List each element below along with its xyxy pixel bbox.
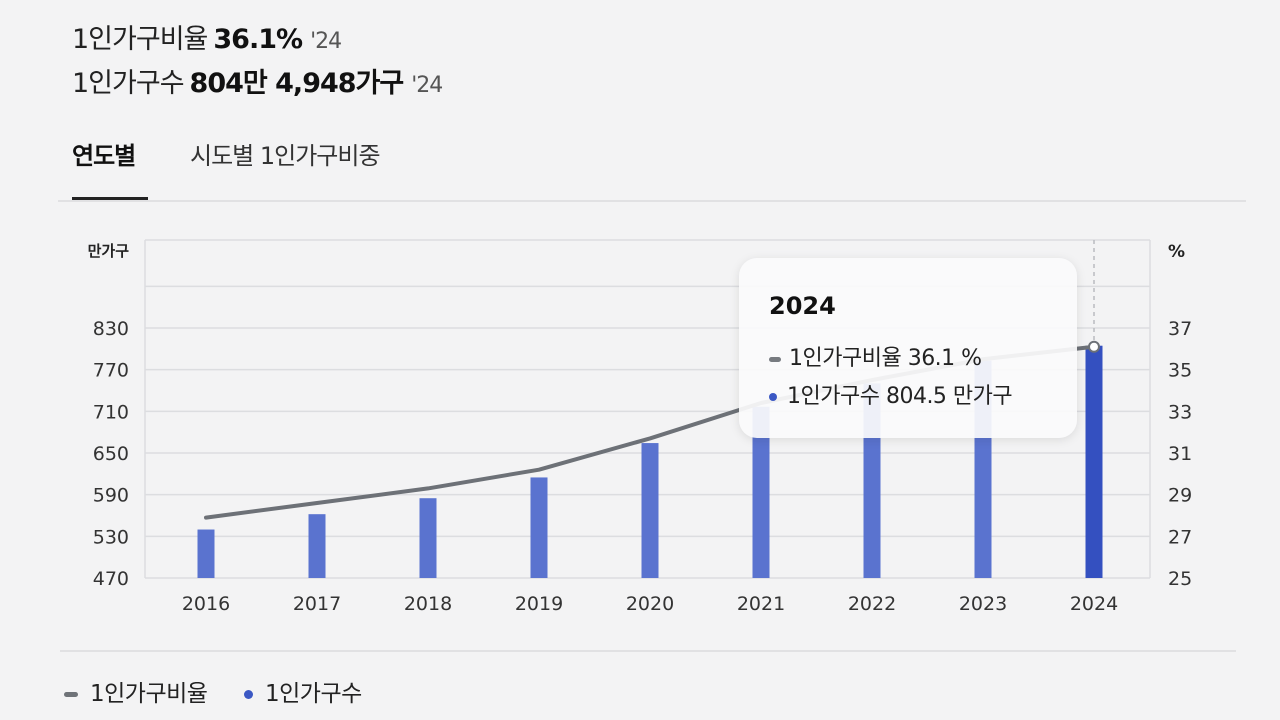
summary-stats: 1인가구비율 36.1% '24 1인가구수 804만 4,948가구 '24 xyxy=(72,18,443,106)
x-tick-label: 2016 xyxy=(182,593,230,615)
count-stat-label: 1인가구수 xyxy=(72,68,185,99)
tab-bar: 연도별 시도별 1인가구비중 xyxy=(58,132,1246,202)
y-left-tick-label: 830 xyxy=(93,318,129,340)
tooltip-ratio-row: 1인가구비율 36.1 % xyxy=(769,340,982,372)
y-left-tick-label: 710 xyxy=(93,401,129,423)
tab-by-region[interactable]: 시도별 1인가구비중 xyxy=(190,142,381,170)
bar-2016[interactable] xyxy=(197,529,215,578)
bar-2017[interactable] xyxy=(308,514,326,578)
legend-line-marker-icon xyxy=(64,692,78,697)
count-stat: 1인가구수 804만 4,948가구 '24 xyxy=(72,62,443,106)
y-right-tick-label: 25 xyxy=(1168,568,1192,590)
x-tick-label: 2017 xyxy=(293,593,341,615)
chart-tooltip: 2024 1인가구비율 36.1 % 1인가구수 804.5 만가구 xyxy=(739,258,1077,438)
y-right-tick-label: 31 xyxy=(1168,443,1192,465)
ratio-stat-label: 1인가구비율 xyxy=(72,24,208,55)
x-tick-label: 2019 xyxy=(515,593,563,615)
tooltip-count-row: 1인가구수 804.5 만가구 xyxy=(769,378,1013,410)
bar-2019[interactable] xyxy=(530,477,548,578)
ratio-stat-year: '24 xyxy=(310,29,342,54)
bar-2024[interactable] xyxy=(1085,345,1103,578)
tooltip-count-text: 1인가구수 804.5 만가구 xyxy=(787,384,1013,409)
count-stat-value: 804만 4,948가구 xyxy=(189,68,405,99)
tab-by-year[interactable]: 연도별 xyxy=(72,140,148,200)
count-stat-year: '24 xyxy=(411,73,443,98)
x-tick-label: 2022 xyxy=(848,593,896,615)
x-tick-label: 2024 xyxy=(1070,593,1118,615)
legend-count-label: 1인가구수 xyxy=(265,681,362,707)
tooltip-line-marker-icon xyxy=(769,356,781,362)
y-left-tick-label: 470 xyxy=(93,568,129,590)
y-right-tick-label: 29 xyxy=(1168,485,1192,507)
ratio-stat-value: 36.1% xyxy=(213,24,303,55)
tooltip-title: 2024 xyxy=(769,292,836,320)
bar-2018[interactable] xyxy=(419,498,437,578)
y-left-tick-label: 530 xyxy=(93,526,129,548)
y-left-tick-label: 590 xyxy=(93,485,129,507)
y-left-tick-label: 650 xyxy=(93,443,129,465)
y-right-tick-label: 37 xyxy=(1168,318,1192,340)
combo-chart[interactable]: 470 530 590 650 710 770 830 25 27 29 31 33 35 37 만가구 % 2… xyxy=(0,220,1280,640)
bar-2021[interactable] xyxy=(752,406,770,578)
x-tick-label: 2018 xyxy=(404,593,452,615)
legend-bar-marker-icon xyxy=(244,690,253,699)
y-right-tick-label: 33 xyxy=(1168,401,1192,423)
legend-item-ratio[interactable]: 1인가구비율 xyxy=(64,674,208,708)
y-left-axis-label: 만가구 xyxy=(88,242,130,260)
legend-item-count[interactable]: 1인가구수 xyxy=(244,674,362,708)
y-right-axis-label: % xyxy=(1168,242,1185,262)
y-left-tick-label: 770 xyxy=(93,360,129,382)
y-right-tick-label: 35 xyxy=(1168,360,1192,382)
ratio-point-2024[interactable] xyxy=(1088,340,1100,353)
x-tick-label: 2020 xyxy=(626,593,674,615)
legend-ratio-label: 1인가구비율 xyxy=(90,681,208,707)
y-right-tick-label: 27 xyxy=(1168,526,1192,548)
ratio-stat: 1인가구비율 36.1% '24 xyxy=(72,18,442,62)
x-tick-label: 2023 xyxy=(959,593,1007,615)
bar-2020[interactable] xyxy=(641,443,659,578)
chart-legend: 1인가구비율 1인가구수 xyxy=(60,650,1236,720)
tooltip-bar-marker-icon xyxy=(769,393,777,401)
x-tick-label: 2021 xyxy=(737,593,785,615)
tooltip-ratio-text: 1인가구비율 36.1 % xyxy=(789,346,982,371)
